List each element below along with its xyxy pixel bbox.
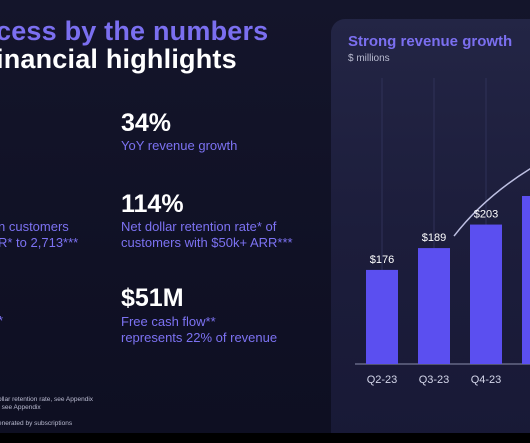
bar-q4-23 [470,224,502,364]
x-tick-label: Q4-23 [471,374,502,386]
bar-q2-23 [366,269,398,364]
bar-q [522,196,530,364]
stat-desc-free-cash-flow-2: represents 22% of revenue [121,330,278,345]
chart-title: Strong revenue growth [348,33,513,50]
slide: cess by the numbers inancial highlights … [0,0,530,433]
stat-value-free-cash-flow: $51M [121,284,184,312]
bar-q3-23 [418,248,450,364]
left-stat-text-3: * [0,313,3,329]
left-stat-text-1: n customers [0,219,69,234]
stat-value-revenue-growth: 34% [121,109,172,137]
stat-desc-revenue-growth: YoY revenue growth [121,138,238,153]
slide-title-line2: inancial highlights [0,44,237,74]
slide-title-line1: cess by the numbers [0,16,269,46]
stat-desc-net-retention-1: Net dollar retention rate* of [121,219,277,234]
stat-desc-free-cash-flow-1: Free cash flow** [121,314,216,329]
bottom-bar [0,433,530,443]
x-tick-label: Q3-23 [419,374,450,386]
bar-value-label: $203 [474,209,498,221]
footnote-1: ollar retention rate, see Appendix [0,396,94,403]
stat-value-net-retention: 114% [121,190,184,218]
chart-unit-label: $ millions [348,53,390,64]
stat-desc-net-retention-2: customers with $50k+ ARR*** [121,235,293,250]
trend-line [453,167,530,237]
footnote-3: enerated by subscriptions [0,420,73,427]
x-tick-label: Q2-23 [367,374,398,386]
bar-value-label: $176 [370,254,394,266]
left-stat-text-2: R* to 2,713*** [0,235,79,250]
footnote-2: , see Appendix [0,404,41,411]
bar-value-label: $189 [422,232,446,244]
